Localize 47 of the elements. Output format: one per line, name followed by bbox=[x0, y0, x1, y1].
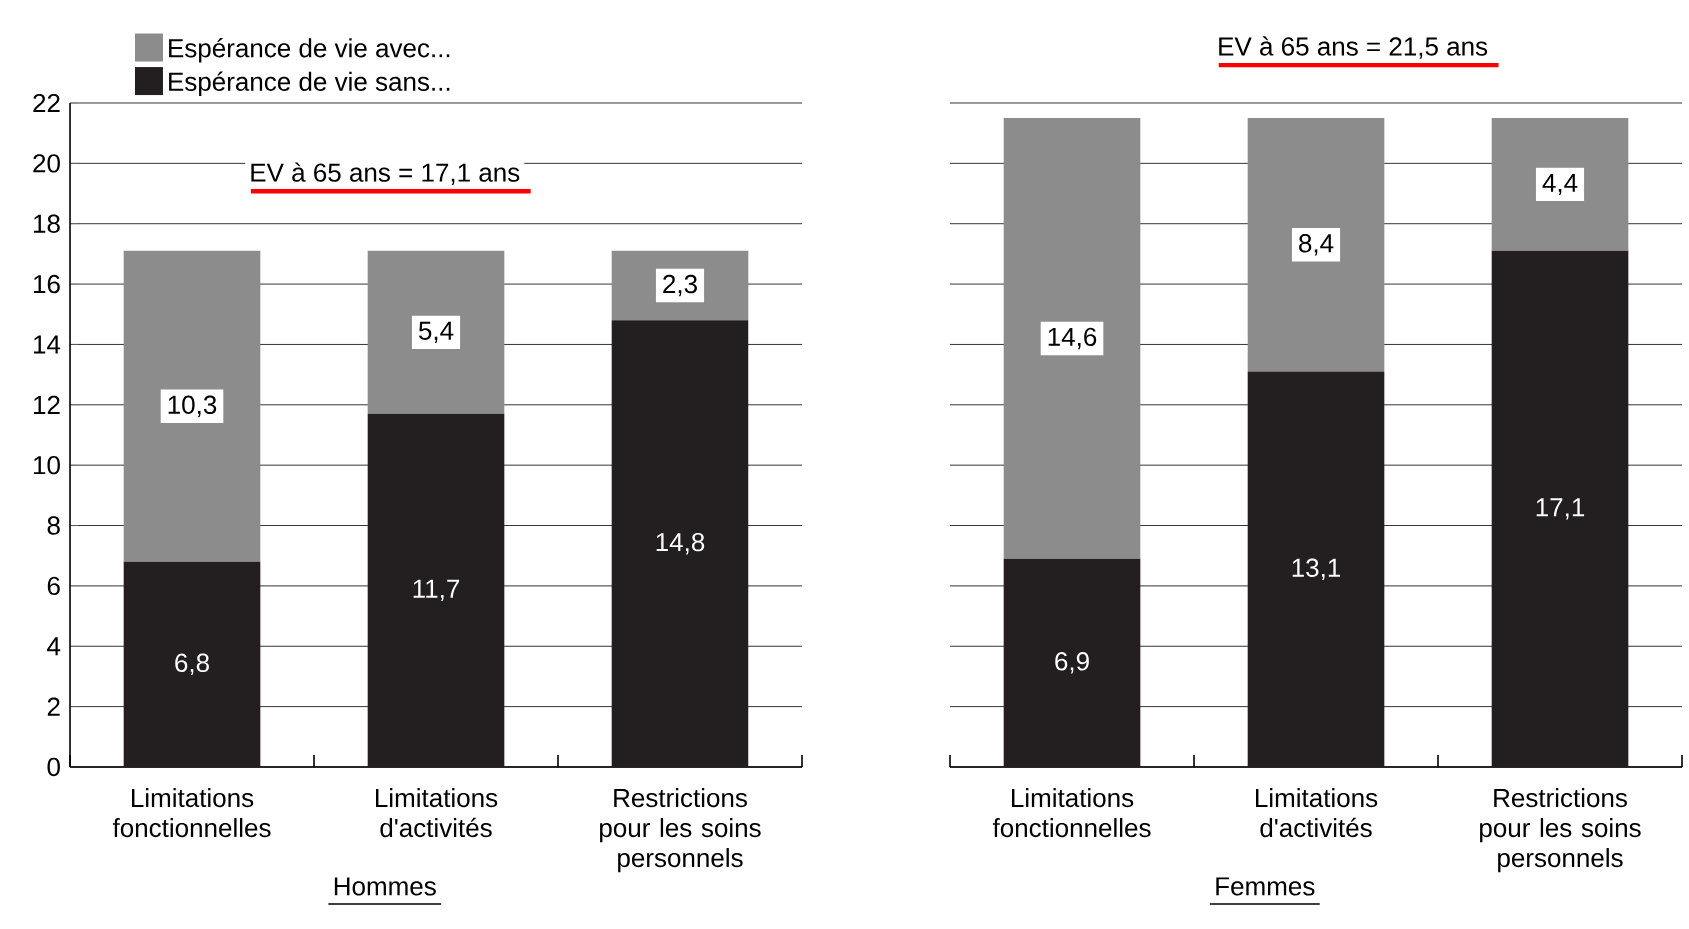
text: EV à 65 ans = 21,5 ans bbox=[1219, 36, 1488, 59]
y-tick-label: 6 bbox=[47, 576, 60, 596]
y-tick-label: 16 bbox=[34, 274, 60, 294]
annotation: EV à 65 ans = 17,1 ans bbox=[251, 162, 520, 185]
y-tick-label: 10 bbox=[34, 455, 60, 475]
data-label: 11,7 bbox=[413, 579, 460, 602]
y-tick-label: 22 bbox=[33, 93, 60, 113]
bar bbox=[1003, 118, 1141, 559]
bar bbox=[123, 561, 261, 767]
data-label: 5,4 bbox=[418, 321, 454, 343]
x-tick-label: Limitations d'activités bbox=[376, 788, 498, 838]
bar bbox=[1491, 250, 1629, 767]
bar bbox=[611, 320, 749, 767]
data-label: 8,4 bbox=[1299, 234, 1334, 256]
data-label: 6,8 bbox=[175, 653, 209, 676]
data-label: 17,1 bbox=[1536, 498, 1585, 520]
bar bbox=[123, 250, 261, 562]
y-tick-label: 0 bbox=[47, 757, 60, 777]
bar bbox=[1003, 558, 1141, 767]
x-tick-label: Limitations fonctionnelles bbox=[992, 788, 1151, 838]
data-label: 4,4 bbox=[1542, 173, 1578, 196]
bar bbox=[1247, 371, 1385, 767]
x-axis-title: Femmes bbox=[1216, 877, 1315, 896]
bar bbox=[1247, 118, 1385, 372]
x-tick-label: Restrictions pour les soins personnels bbox=[1480, 788, 1641, 873]
y-tick-label: 12 bbox=[34, 395, 60, 414]
data-label: 6,9 bbox=[1055, 652, 1089, 674]
bar bbox=[367, 413, 505, 767]
bar bbox=[367, 250, 505, 414]
x-tick-label: Restrictions pour les soins personnels bbox=[600, 788, 761, 873]
legend-label: Espérance de vie sans... bbox=[169, 71, 450, 97]
data-label: 14,8 bbox=[656, 532, 705, 555]
x-axis-title: Hommes bbox=[334, 877, 436, 896]
data-label: 14,6 bbox=[1048, 327, 1097, 350]
data-label: 10,3 bbox=[168, 395, 217, 418]
x-tick-label: Limitations fonctionnelles bbox=[112, 788, 271, 838]
y-tick-label: 8 bbox=[47, 516, 60, 535]
y-tick-label: 2 bbox=[47, 697, 60, 716]
y-tick-label: 18 bbox=[34, 214, 60, 233]
data-label: 13,1 bbox=[1292, 558, 1341, 581]
y-tick-label: 20 bbox=[33, 154, 60, 173]
x-tick-label: Limitations d'activités bbox=[1256, 788, 1378, 838]
y-tick-label: 14 bbox=[34, 335, 61, 354]
bar bbox=[1491, 118, 1629, 251]
data-label: 2,3 bbox=[663, 274, 697, 297]
legend-label: Espérance de vie avec... bbox=[169, 38, 450, 63]
y-tick-label: 4 bbox=[47, 637, 61, 656]
